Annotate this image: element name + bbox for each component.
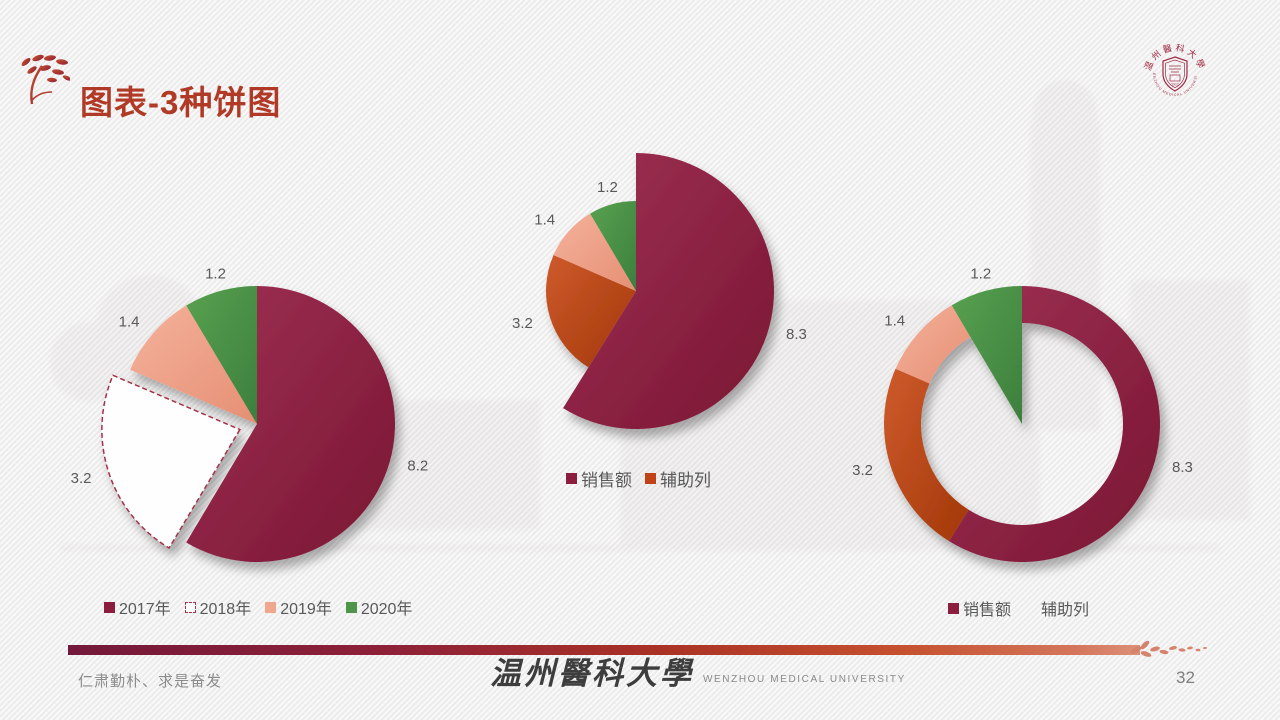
- legend-label: 2018年: [199, 601, 252, 618]
- legend-item: 2018年: [184, 595, 252, 619]
- university-name-cn: 温州醫科大學: [490, 656, 694, 691]
- wheat-logo-icon: [21, 54, 70, 105]
- legend-swatch: [184, 601, 196, 613]
- data-label: 3.2: [852, 462, 873, 479]
- pie-slice: [186, 286, 257, 424]
- pie-slice: [884, 368, 969, 542]
- data-label: 1.4: [119, 313, 140, 330]
- legend-label: 2017年: [119, 601, 171, 618]
- legend-label: 2019年: [280, 601, 332, 618]
- page-title: 图表-3种饼图: [80, 84, 282, 122]
- university-name: 温州醫科大學 WENZHOU MEDICAL UNIVERSITY: [490, 658, 906, 689]
- legend-swatch: [104, 601, 115, 613]
- chart-legend: 2017年 2018年 2019年 2020年: [104, 595, 412, 619]
- data-label: 8.3: [1172, 459, 1193, 476]
- data-label: 8.2: [407, 458, 428, 475]
- university-seal-logo: 温州醫科大學 WENZHOU MEDICAL UNIVERSITY 1912: [1142, 41, 1206, 97]
- legend-swatch: [566, 473, 577, 484]
- data-label: 1.4: [534, 211, 555, 228]
- legend-label: 辅助列: [1041, 602, 1090, 619]
- wheat-decoration-icon: [1130, 640, 1207, 657]
- data-label: 1.2: [970, 266, 991, 283]
- legend-swatch: [1026, 603, 1037, 614]
- chart-legend: 销售额 辅助列: [566, 466, 711, 491]
- legend-swatch: [265, 601, 277, 613]
- pie-slice: [590, 201, 636, 291]
- university-name-en: WENZHOU MEDICAL UNIVERSITY: [703, 674, 906, 685]
- doughnut-chart: [884, 286, 1160, 562]
- pie-slice: [951, 286, 1022, 424]
- legend-label: 销售额: [963, 602, 1012, 619]
- pie-slice: [895, 305, 971, 384]
- legend-item: 辅助列: [1026, 596, 1089, 620]
- legend-swatch: [345, 601, 357, 613]
- pie-slice: [949, 286, 1160, 562]
- legend-label: 销售额: [581, 471, 632, 490]
- chart-data-labels: 8.2 3.2 1.4 1.2 8.3 3.2 1.4 1.2 8.3 3.2 1.4 1.2: [71, 179, 1193, 487]
- pie-slice: [186, 286, 395, 562]
- legend-item: 销售额: [948, 596, 1011, 620]
- data-label: 3.2: [71, 470, 92, 487]
- seal-year-text: 1912: [1171, 83, 1179, 87]
- data-label: 1.2: [597, 179, 618, 196]
- legend-label: 辅助列: [660, 471, 711, 490]
- legend-item: 销售额: [566, 466, 632, 491]
- data-label: 1.2: [205, 266, 226, 283]
- footer-accent-bar: [68, 645, 1140, 655]
- legend-item: 辅助列: [645, 466, 711, 491]
- legend-swatch: [645, 473, 656, 484]
- legend-item: 2020年: [345, 595, 413, 619]
- legend-swatch: [948, 602, 959, 614]
- pie-slice: [130, 305, 257, 424]
- pie-slice: [101, 374, 241, 550]
- data-label: 3.2: [512, 315, 533, 332]
- pie-slice: [546, 254, 636, 368]
- legend-label: 2020年: [360, 601, 413, 618]
- school-motto: 仁肃勤朴、求是奋发: [78, 673, 223, 690]
- data-label: 1.4: [884, 313, 905, 330]
- page-number: 32: [1176, 668, 1195, 687]
- legend-item: 2019年: [265, 595, 332, 619]
- pie-slice: [563, 153, 774, 429]
- pie-chart-exploded: [101, 286, 395, 562]
- chart-legend: 销售额 辅助列: [948, 596, 1089, 620]
- pie-slice: [553, 213, 636, 291]
- data-label: 8.3: [786, 326, 807, 343]
- legend-item: 2017年: [104, 595, 171, 619]
- pie-chart-variable-radius: [546, 153, 774, 429]
